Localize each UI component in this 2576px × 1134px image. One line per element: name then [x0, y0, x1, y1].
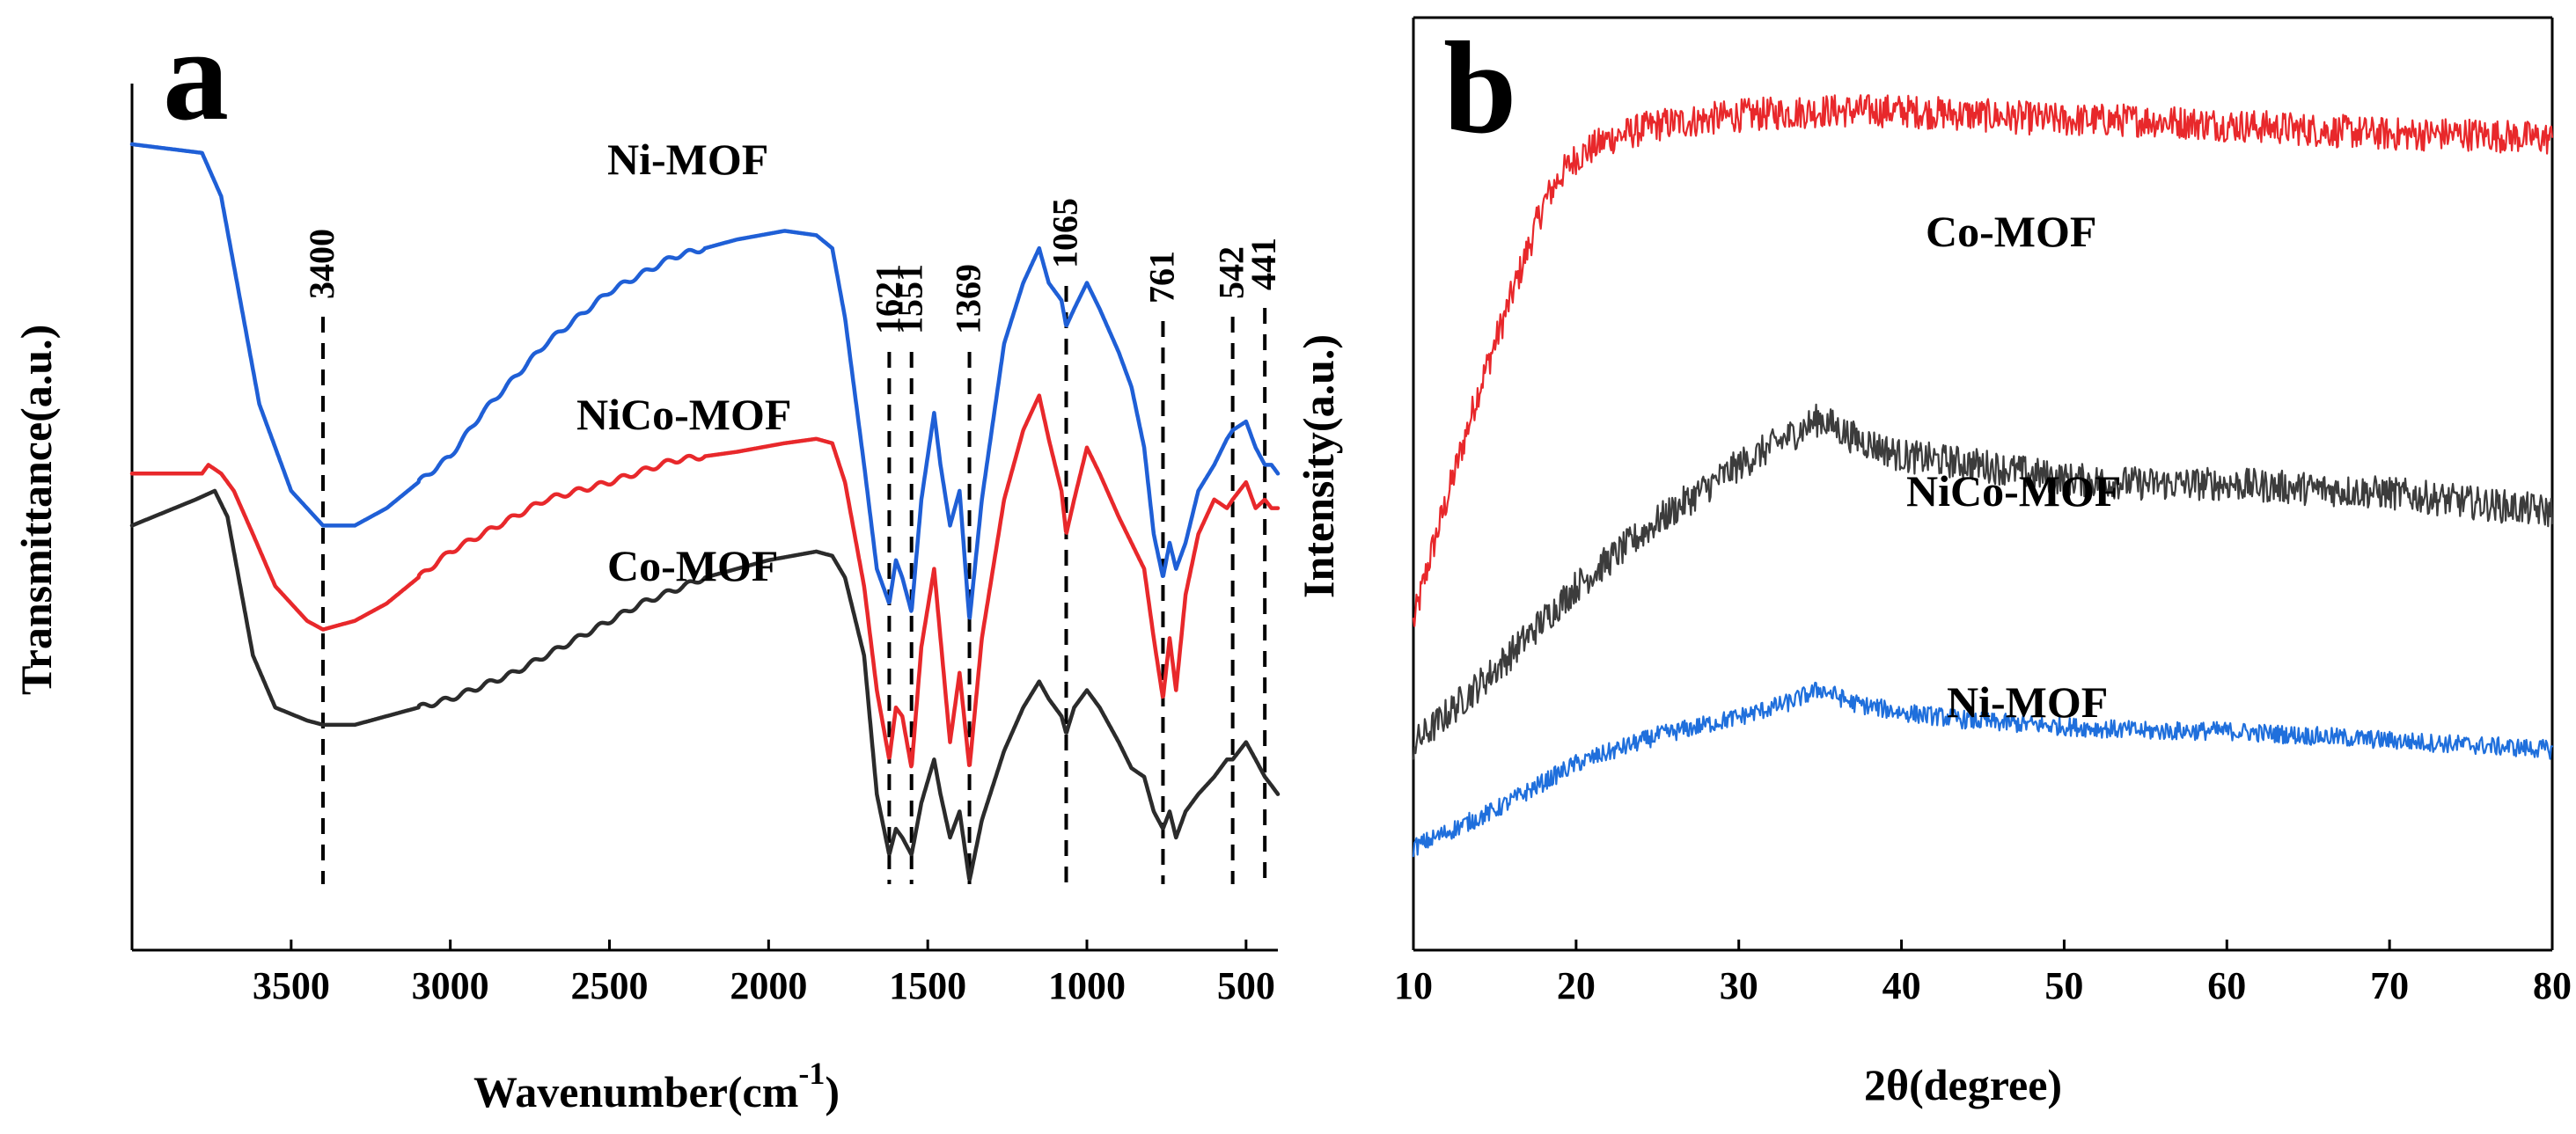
- panel-b-trace-nico-mof: [1412, 403, 2554, 760]
- panel-b-tick-label-20: 20: [1557, 964, 1596, 1007]
- peak-label-1551: 1551: [891, 264, 930, 334]
- panel-a-tick-label-3500: 3500: [253, 964, 330, 1007]
- series-label-ni-mof-b: Ni-MOF: [1947, 677, 2108, 727]
- peak-label-761: 761: [1141, 251, 1181, 304]
- panel-a-x-label-main: Wavenumber(cm: [473, 1067, 798, 1116]
- panel-b-trace-co-mof: [1412, 94, 2554, 627]
- panel-b-xrd: b 10 20 30 40 50 60 70 80 Co-MOF NiCo-MOF Ni-MO…: [1294, 15, 2572, 1109]
- peak-label-1369: 1369: [949, 264, 988, 334]
- panel-b-traces: [1412, 94, 2554, 858]
- panel-a-trace-nico-mof: [129, 393, 1281, 769]
- panel-a-traces: [129, 142, 1281, 882]
- peak-label-1621: 1621: [868, 264, 907, 334]
- peak-label-3400: 3400: [302, 229, 341, 299]
- series-label-nico-mof-a: NiCo-MOF: [576, 390, 791, 439]
- panel-b-x-ticks: 10 20 30 40 50 60 70 80: [1394, 940, 2572, 1007]
- peak-label-542: 542: [1212, 246, 1251, 299]
- panel-a-trace-co-mof: [129, 488, 1281, 882]
- panel-b-letter: b: [1443, 15, 1516, 161]
- panel-a-x-axis-label: Wavenumber(cm-1): [473, 1056, 840, 1116]
- panel-b-tick-label-50: 50: [2044, 964, 2083, 1007]
- panel-a-trace-ni-mof: [129, 142, 1281, 620]
- panel-a-x-ticks: 3500 3000 2500 2000 1500 1000 500: [253, 940, 1275, 1007]
- panel-a-x-label-superscript: -1: [798, 1056, 825, 1091]
- panel-b-trace-ni-mof: [1412, 681, 2554, 858]
- panel-a-tick-label-500: 500: [1217, 964, 1275, 1007]
- panel-b-tick-label-60: 60: [2207, 964, 2246, 1007]
- series-label-ni-mof-a: Ni-MOF: [607, 135, 768, 184]
- panel-a-letter: a: [163, 2, 229, 148]
- panel-b-tick-label-70: 70: [2370, 964, 2409, 1007]
- panel-a-tick-label-2500: 2500: [571, 964, 649, 1007]
- panel-b-tick-label-10: 10: [1394, 964, 1433, 1007]
- panel-a-tick-label-2000: 2000: [730, 964, 807, 1007]
- panel-b-x-axis-label: 2θ(degree): [1864, 1060, 2062, 1109]
- panel-a-x-label-close: ): [825, 1067, 840, 1116]
- panel-b-tick-label-30: 30: [1720, 964, 1758, 1007]
- panel-b-y-axis-label: Intensity(a.u.): [1294, 334, 1343, 598]
- panel-b-tick-label-40: 40: [1882, 964, 1921, 1007]
- panel-a-ftir: a 3500 3000 2500 2000 1500 1000 500 3400 162115…: [11, 2, 1283, 1116]
- panel-a-tick-label-1000: 1000: [1048, 964, 1126, 1007]
- series-label-nico-mof-b: NiCo-MOF: [1906, 466, 2121, 516]
- series-label-co-mof-a: Co-MOF: [607, 541, 778, 590]
- panel-a-tick-label-3000: 3000: [412, 964, 489, 1007]
- peak-label-441: 441: [1244, 238, 1283, 290]
- panel-a-tick-label-1500: 1500: [889, 964, 966, 1007]
- panel-a-y-axis-label: Transmittance(a.u.): [11, 325, 61, 695]
- peak-label-1065: 1065: [1045, 198, 1084, 268]
- panel-b-tick-label-80: 80: [2533, 964, 2572, 1007]
- series-label-co-mof-b: Co-MOF: [1926, 207, 2096, 256]
